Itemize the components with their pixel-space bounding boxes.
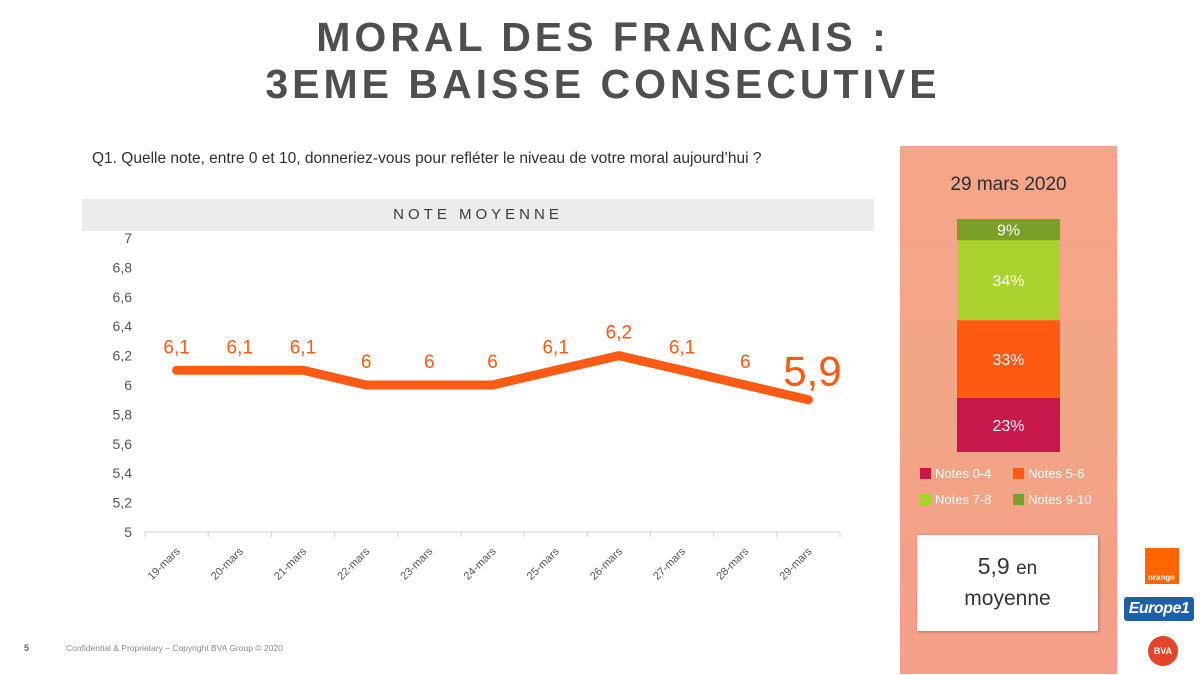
data-label: 6,1 — [163, 337, 189, 358]
title-line-2: 3EME BAISSE CONSECUTIVE — [265, 61, 941, 107]
europe1-logo: Europe1 — [1124, 597, 1194, 621]
y-tick-label: 5,6 — [113, 436, 133, 452]
title-line-1: MORAL DES FRANCAIS : — [316, 14, 890, 60]
y-tick-label: 6,8 — [113, 259, 133, 275]
y-tick-label: 5,4 — [113, 465, 133, 481]
x-tick-label: 23-mars — [398, 545, 435, 582]
bar-segment-label: 34% — [992, 273, 1024, 290]
series-line — [172, 351, 813, 405]
data-label: 6 — [740, 352, 751, 373]
chart-header: NOTE MOYENNE — [82, 199, 874, 231]
side-panel: 29 mars 2020 23% 33% 34% 9% Notes 0-4 Notes … — [900, 146, 1117, 674]
y-tick-label: 7 — [124, 230, 132, 246]
data-label: 6 — [424, 352, 435, 373]
bar-segment-label: 33% — [992, 352, 1024, 369]
legend-swatch — [1013, 494, 1024, 505]
average-suffix: en — [1016, 558, 1038, 579]
data-label: 6,1 — [542, 337, 568, 358]
x-tick-label: 22-mars — [335, 545, 372, 582]
legend-label: Notes 7-8 — [935, 492, 992, 507]
x-tick-label: 26-mars — [588, 545, 625, 582]
average-line-1: 5,9 en — [917, 553, 1098, 580]
y-tick-label: 6,4 — [113, 318, 133, 334]
average-line-2: moyenne — [964, 587, 1051, 610]
legend-item: Notes 7-8 — [920, 492, 991, 507]
legend-item: Notes 5-6 — [1013, 466, 1084, 481]
panel-date: 29 mars 2020 — [950, 174, 1067, 195]
survey-question: Q1. Quelle note, entre 0 et 10, donnerie… — [92, 150, 762, 167]
data-label: 6,1 — [669, 337, 695, 358]
legend-swatch — [920, 468, 931, 479]
bva-logo: BVA — [1148, 636, 1178, 666]
legend-label: Notes 0-4 — [935, 466, 992, 481]
bar-segment-label: 9% — [997, 223, 1020, 240]
data-label: 6,1 — [227, 337, 253, 358]
legend-swatch — [920, 494, 931, 505]
y-tick-label: 5,8 — [113, 406, 133, 422]
data-label: 6,2 — [606, 323, 632, 344]
line-chart: 5 5,2 5,4 5,6 5,8 6 6,2 6,4 6,6 6,8 7 19-mars 20-mar… — [113, 230, 842, 583]
y-tick-label: 5 — [124, 524, 132, 540]
page-title: MORAL DES FRANCAIS : 3EME BAISSE CONSECU… — [200, 14, 1006, 108]
footer-copyright: Confidential & Proprietary – Copyright B… — [66, 643, 283, 653]
bar-segment — [957, 397, 1060, 452]
bar-segment — [957, 219, 1060, 241]
page-number: 5 — [24, 643, 30, 653]
data-label-highlight: 5,9 — [783, 348, 841, 395]
legend-item: Notes 0-4 — [920, 466, 991, 481]
orange-logo-text: orange — [1148, 573, 1175, 582]
average-box: 5,9 en moyenne — [917, 535, 1098, 631]
data-label: 6 — [361, 352, 372, 373]
data-label: 6 — [487, 352, 498, 373]
x-tick-label: 19-mars — [146, 545, 183, 582]
legend-item: Notes 9-10 — [1013, 492, 1092, 507]
bar-segment-label: 23% — [992, 418, 1024, 435]
y-tick-label: 5,2 — [113, 495, 133, 511]
orange-logo: orange — [1145, 548, 1179, 584]
data-label: 6,1 — [290, 337, 316, 358]
x-tick-label: 21-mars — [272, 545, 309, 582]
y-tick-label: 6,2 — [113, 348, 133, 364]
x-tick-label: 29-mars — [778, 545, 815, 582]
x-tick-label: 20-mars — [209, 545, 246, 582]
bar-segment — [957, 320, 1060, 398]
y-tick-label: 6,6 — [113, 289, 133, 305]
y-tick-label: 6 — [124, 377, 132, 393]
x-tick-label: 24-mars — [462, 545, 499, 582]
x-tick-label: 27-mars — [651, 545, 688, 582]
legend-swatch — [1013, 468, 1024, 479]
legend-label: Notes 5-6 — [1028, 466, 1085, 481]
x-tick-label: 28-mars — [714, 545, 751, 582]
x-tick-label: 25-mars — [525, 545, 562, 582]
bar-segment — [957, 240, 1060, 321]
average-value: 5,9 — [977, 553, 1010, 579]
stacked-bar-chart: 23% 33% 34% 9% — [957, 219, 1060, 452]
legend-label: Notes 9-10 — [1028, 492, 1092, 507]
